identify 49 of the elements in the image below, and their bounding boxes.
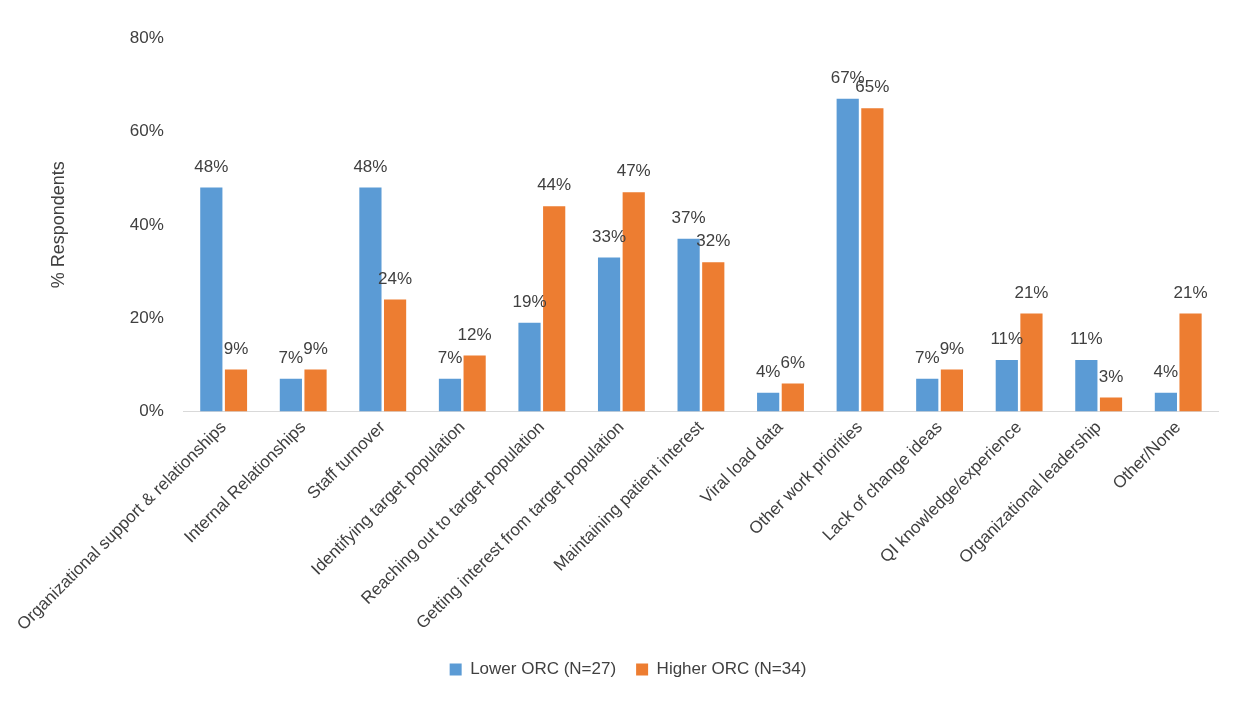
data-label: 6% [780,352,806,372]
bar [836,98,859,412]
data-label: 32% [696,231,731,251]
legend-label: Higher ORC (N=34) [656,659,807,679]
y-tick-label: 80% [129,27,164,47]
bar [995,360,1018,412]
bar [438,378,462,412]
y-tick-label: 0% [139,401,164,421]
bar [1179,313,1202,412]
data-label: 4% [1153,361,1179,381]
legend-label: Lower ORC (N=27) [470,659,617,679]
bar [1075,360,1098,412]
bar [304,369,327,412]
data-label: 37% [671,208,706,228]
bar [916,378,939,412]
y-tick-label: 20% [129,307,164,327]
data-label: 4% [755,361,781,381]
data-label: 7% [914,347,940,367]
y-axis-title: % Respondents [48,161,69,289]
bar [940,369,964,412]
bar [224,369,248,412]
data-label: 9% [939,338,965,358]
bar [279,378,302,412]
data-label: 3% [1098,366,1124,386]
data-label: 44% [537,175,572,195]
data-label: 7% [437,347,463,367]
data-label: 7% [278,347,304,367]
data-label: 9% [223,338,249,358]
data-label: 48% [194,156,229,176]
bar [463,355,486,412]
data-label: 47% [616,161,651,181]
bar [597,257,621,412]
bar [518,322,541,412]
data-label: 21% [1014,282,1049,302]
bar [200,187,223,412]
y-tick-label: 60% [129,121,164,141]
bar [1099,397,1123,412]
bar [781,383,804,412]
bar [383,299,407,412]
data-label: 9% [303,338,328,358]
bar [1154,392,1177,412]
bar [702,262,725,412]
y-tick-label: 40% [129,214,164,234]
data-label: 11% [1069,329,1103,349]
data-label: 12% [457,324,492,344]
data-label: 48% [353,156,388,176]
bar [861,108,884,412]
bar [757,392,780,412]
data-label: 21% [1173,282,1208,302]
